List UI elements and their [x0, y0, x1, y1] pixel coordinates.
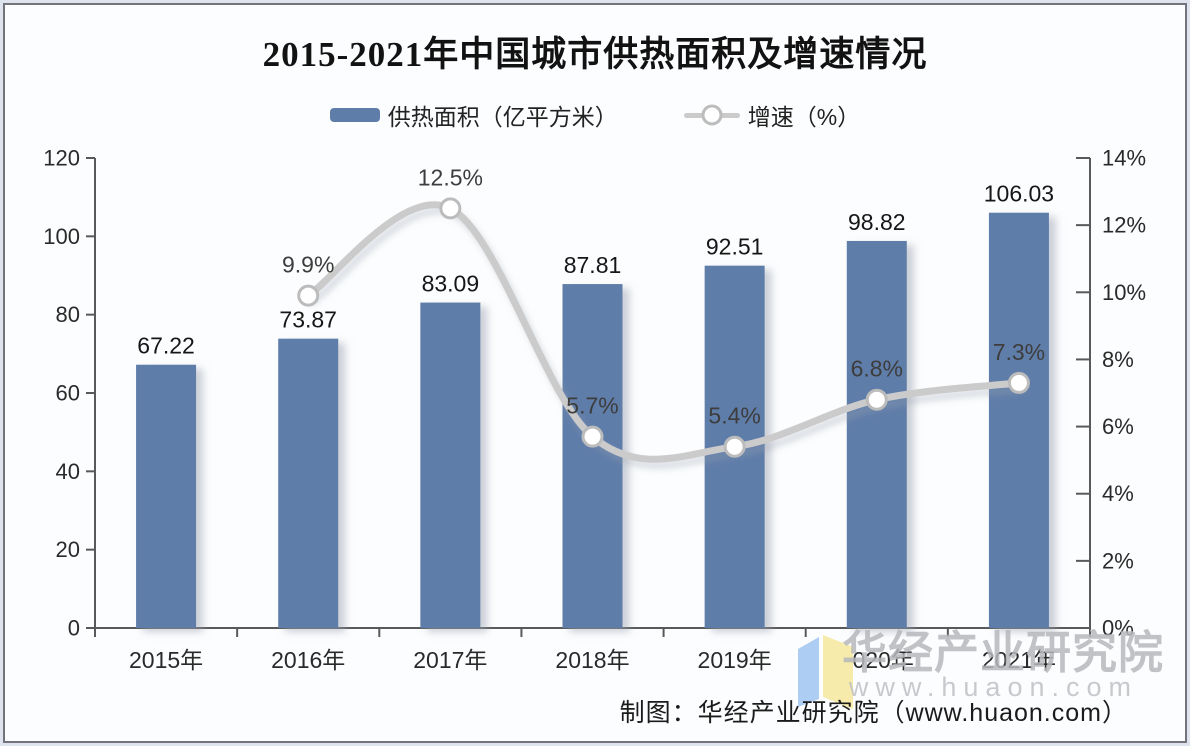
growth-value-label: 7.3%	[993, 339, 1045, 365]
y-left-tick-label: 120	[43, 146, 80, 171]
category-label: 2020年	[840, 647, 914, 673]
y-right-tick-label: 8%	[1102, 347, 1134, 372]
bar-2020年	[846, 240, 907, 628]
category-label: 2017年	[413, 647, 487, 673]
line-marker-icon	[683, 104, 740, 126]
bar-value-label: 92.51	[706, 234, 764, 260]
bar-value-label: 67.22	[137, 333, 195, 359]
category-label: 2016年	[271, 647, 345, 673]
y-right-tick-label: 2%	[1102, 548, 1134, 573]
bar-value-label: 98.82	[848, 209, 906, 235]
line-marker	[1007, 371, 1030, 394]
bar-2017年	[420, 302, 481, 628]
category-label: 2021年	[982, 647, 1056, 673]
category-label: 2019年	[698, 647, 772, 673]
y-right-tick-label: 0%	[1102, 616, 1134, 641]
legend-item-growth: 增速（%）	[683, 98, 861, 132]
y-right-tick-label: 10%	[1102, 280, 1146, 305]
y-left-tick-label: 20	[56, 537, 80, 562]
growth-value-label: 5.7%	[566, 393, 618, 419]
y-right-tick-label: 4%	[1102, 481, 1134, 506]
legend-label-heating-area: 供热面积（亿平方米）	[387, 104, 618, 130]
growth-value-label: 9.9%	[282, 252, 334, 278]
line-marker	[581, 425, 604, 448]
legend: 供热面积（亿平方米） 增速（%）	[0, 98, 1190, 132]
bar-2021年	[988, 212, 1049, 629]
growth-value-label: 12.5%	[418, 164, 483, 190]
category-label: 2018年	[555, 647, 629, 673]
line-marker	[723, 435, 746, 458]
y-left-tick-label: 40	[56, 459, 80, 484]
bar-value-label: 87.81	[564, 252, 622, 278]
category-label: 2015年	[129, 647, 203, 673]
bar-swatch-icon	[329, 108, 380, 122]
growth-value-label: 5.4%	[708, 403, 760, 429]
y-left-tick-label: 60	[56, 381, 80, 406]
y-left-tick-label: 0	[68, 616, 80, 641]
y-left-tick-label: 80	[56, 302, 80, 327]
line-marker	[439, 197, 462, 220]
legend-item-heating-area: 供热面积（亿平方米）	[329, 98, 618, 132]
bar-value-label: 106.03	[984, 181, 1054, 207]
bar-2016年	[278, 338, 339, 628]
growth-line	[304, 201, 1023, 463]
bar-value-label: 73.87	[279, 307, 337, 333]
chart-title: 2015-2021年中国城市供热面积及增速情况	[262, 35, 928, 74]
y-right-tick-label: 14%	[1102, 146, 1146, 171]
bar-value-label: 83.09	[422, 271, 480, 297]
y-left-tick-label: 100	[43, 224, 80, 249]
circle-marker-icon	[701, 104, 723, 126]
bar-2018年	[562, 284, 623, 628]
y-right-tick-label: 6%	[1102, 414, 1134, 439]
line-marker	[297, 284, 320, 307]
legend-label-growth: 增速（%）	[747, 104, 861, 130]
bar-2015年	[136, 364, 197, 628]
growth-value-label: 6.8%	[851, 356, 903, 382]
y-right-tick-label: 12%	[1102, 213, 1146, 238]
line-marker	[865, 388, 888, 411]
footer-credit: 制图：华经产业研究院（www.huaon.com）	[619, 699, 1128, 727]
